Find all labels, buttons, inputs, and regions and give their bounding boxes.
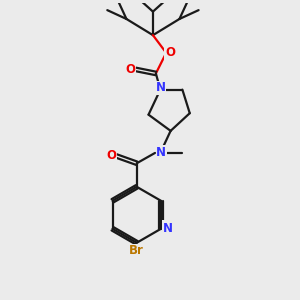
- Text: O: O: [107, 149, 117, 162]
- Text: Br: Br: [129, 244, 144, 257]
- Text: O: O: [125, 62, 135, 76]
- Text: N: N: [163, 222, 172, 235]
- Text: N: N: [156, 81, 166, 94]
- Text: O: O: [165, 46, 175, 59]
- Text: N: N: [163, 221, 172, 234]
- Text: N: N: [156, 146, 166, 159]
